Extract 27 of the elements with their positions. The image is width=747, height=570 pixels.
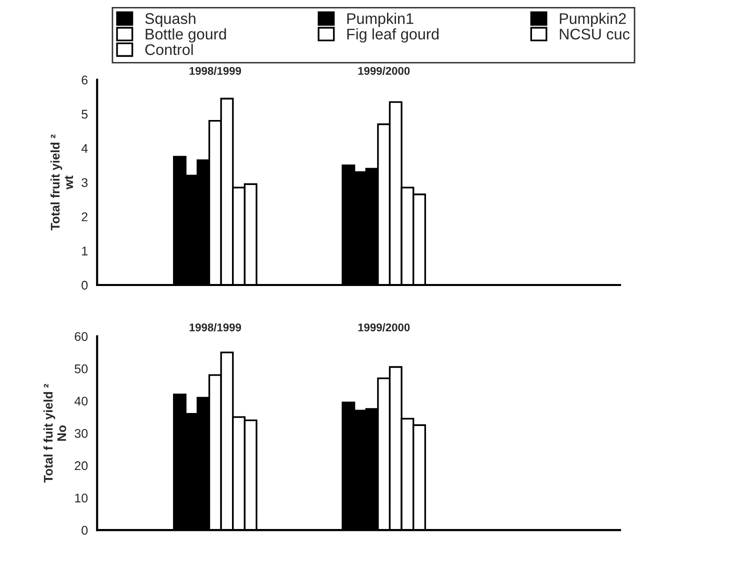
y-tick-label: 50 <box>74 364 88 374</box>
y-tick-label: 4 <box>81 144 88 153</box>
legend-label: NCSU cuc <box>560 28 630 40</box>
x-tick-label: 1999/2000 <box>358 66 410 75</box>
legend-label: Fig leaf gourd <box>347 28 439 43</box>
legend-label: Bottle gourd <box>146 28 226 43</box>
y-tick-label: 10 <box>75 494 88 502</box>
x-tick-label: 1999/2000 <box>358 323 410 332</box>
y-tick-label: 20 <box>74 461 88 470</box>
y-tick-label: 1 <box>82 246 88 256</box>
y-tick-label: 5 <box>82 110 88 119</box>
x-tick-label: 1998/1999 <box>190 323 242 332</box>
y-tick-label: 40 <box>74 396 88 406</box>
y-tick-label: 60 <box>74 332 88 341</box>
legend-label: Squash <box>145 12 196 28</box>
legend-label: Pumpkin2 <box>560 12 626 28</box>
y-tick-label: 0 <box>82 526 88 535</box>
y-tick-label: 2 <box>82 212 88 222</box>
y-tick-label: 6 <box>82 76 88 84</box>
legend-label: Pumpkin1 <box>347 12 414 28</box>
y-tick-label: 30 <box>74 429 88 438</box>
y-axis-title: Total f fuit yield ² No <box>44 384 66 483</box>
x-tick-label: 1998/1999 <box>190 66 242 75</box>
y-axis-title: Total fruit yield ² wt <box>50 134 74 230</box>
y-tick-label: 0 <box>82 280 88 290</box>
legend-label: Control <box>145 44 193 56</box>
y-tick-label: 3 <box>82 178 88 188</box>
